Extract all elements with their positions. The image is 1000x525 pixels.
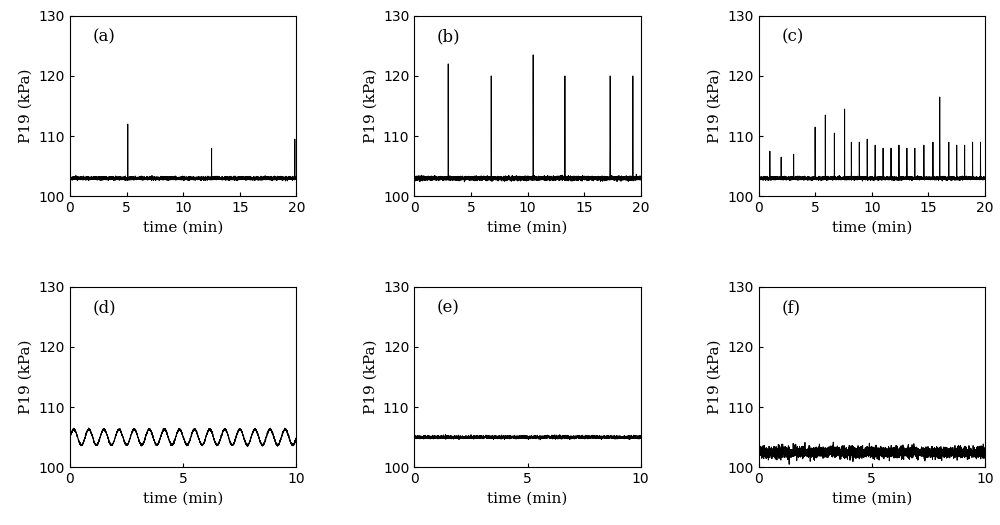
Text: (c): (c): [781, 28, 804, 45]
Text: (d): (d): [93, 299, 116, 316]
X-axis label: time (min): time (min): [487, 492, 568, 506]
Text: (f): (f): [781, 299, 800, 316]
Y-axis label: P19 (kPa): P19 (kPa): [19, 340, 33, 414]
Text: (e): (e): [437, 299, 460, 316]
X-axis label: time (min): time (min): [143, 492, 223, 506]
X-axis label: time (min): time (min): [832, 492, 912, 506]
Y-axis label: P19 (kPa): P19 (kPa): [363, 340, 377, 414]
Text: (b): (b): [437, 28, 461, 45]
X-axis label: time (min): time (min): [832, 221, 912, 235]
X-axis label: time (min): time (min): [143, 221, 223, 235]
Y-axis label: P19 (kPa): P19 (kPa): [19, 69, 33, 143]
Y-axis label: P19 (kPa): P19 (kPa): [708, 340, 722, 414]
X-axis label: time (min): time (min): [487, 221, 568, 235]
Y-axis label: P19 (kPa): P19 (kPa): [708, 69, 722, 143]
Text: (a): (a): [93, 28, 116, 45]
Y-axis label: P19 (kPa): P19 (kPa): [363, 69, 377, 143]
